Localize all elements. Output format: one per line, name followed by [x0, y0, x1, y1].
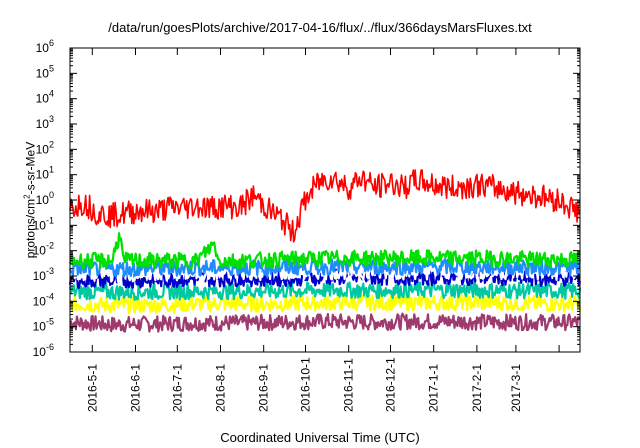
y-tick-label: 100: [36, 190, 54, 207]
x-tick-label: 2017-1-1: [427, 364, 441, 412]
x-tick-label: 2016-9-1: [257, 364, 271, 412]
ticks-layer: [70, 47, 580, 353]
y-axis-label-text: protons/cm: [23, 198, 38, 259]
x-tick-label: 2017-2-1: [470, 364, 484, 412]
series-line-0: [69, 312, 581, 333]
y-axis-label-exponent: 2: [22, 194, 32, 199]
y-tick-label: 104: [36, 89, 54, 106]
y-tick-label: 102: [36, 139, 54, 156]
y-tick-label: 10-2: [33, 241, 54, 258]
x-tick-label: 2016-5-1: [85, 364, 99, 412]
y-tick-label: 101: [36, 165, 54, 182]
x-tick-label: 2016-8-1: [213, 364, 227, 412]
x-tick-label: 2017-3-1: [509, 364, 523, 412]
y-tick-label: 10-3: [33, 266, 54, 283]
y-tick-label: 103: [36, 114, 54, 131]
y-tick-label: 10-6: [33, 342, 54, 359]
y-tick-label: 106: [36, 38, 54, 55]
y-axis-label: protons/cm2-s-sr-MeV: [23, 142, 38, 258]
x-tick-label: 2016-11-1: [342, 358, 356, 412]
chart-title: /data/run/goesPlots/archive/2017-04-16/f…: [108, 20, 532, 35]
x-tick-label: 2016-7-1: [170, 364, 184, 412]
y-tick-labels: 10-6 10-5 10-4 10-3 10-2 10-1 100 101 102 103 104 1…: [33, 38, 54, 359]
series-line-4: [68, 262, 582, 283]
y-tick-label: 10-5: [33, 317, 54, 334]
y-axis-label-unit: -s-sr-MeV: [23, 141, 38, 195]
series-line-2: [68, 281, 582, 301]
y-tick-label: 10-1: [33, 215, 54, 232]
series-layer: [68, 169, 582, 333]
y-tick-label: 10-4: [33, 291, 54, 308]
series-line-6: [68, 232, 581, 270]
x-tick-label: 2016-6-1: [128, 364, 142, 412]
series-line-1: [69, 293, 582, 315]
x-axis-label: Coordinated Universal Time (UTC): [220, 430, 420, 445]
y-tick-label: 105: [36, 63, 54, 80]
x-tick-label: 2016-12-1: [383, 357, 397, 412]
x-tick-labels: 2016-5-1 2016-6-1 2016-7-1 2016-8-1 2016-9-1…: [85, 357, 523, 412]
x-tick-label: 2016-10-1: [298, 357, 312, 412]
series-line-7: [69, 169, 581, 243]
